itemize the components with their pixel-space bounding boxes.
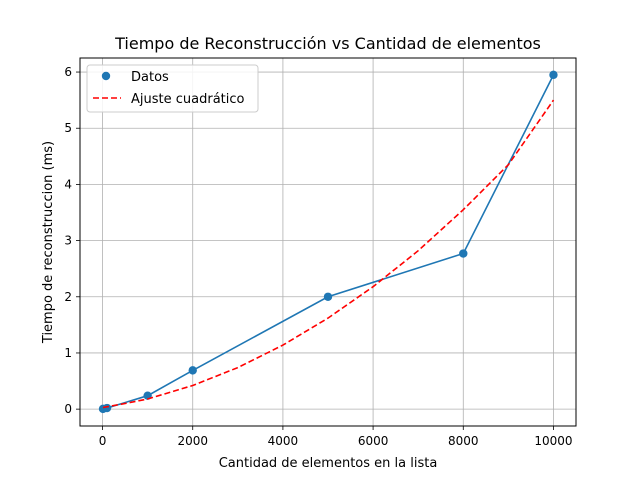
data-point [549,70,558,80]
x-tick-label: 0 [99,434,107,448]
data-point [102,403,112,413]
y-tick-label: 4 [64,177,72,191]
data-point [323,292,333,301]
grid [80,58,576,426]
legend: Datos Ajuste cuadrático [86,64,259,113]
x-tick-label: 10000 [534,434,572,448]
x-tick-label: 4000 [268,434,299,448]
y-tick-label: 3 [64,234,72,248]
x-tick-label: 8000 [448,434,479,448]
x-axis-label: Cantidad de elementos en la lista [219,456,438,471]
legend-marker-datos [101,71,111,81]
y-tick-label: 5 [64,121,72,135]
legend-box [86,64,259,113]
y-tick-label: 6 [64,65,72,79]
legend-label: Datos [131,70,169,85]
y-tick-label: 2 [64,290,72,304]
x-axis-ticks: 0 2000 4000 6000 8000 10000 [99,426,573,448]
y-axis-label: Tiempo de reconstruccion (ms) [41,141,56,344]
y-tick-label: 0 [64,402,72,416]
legend-label: Ajuste cuadrático [131,92,245,107]
series-ajuste-line [102,99,555,409]
chart-title: Tiempo de Reconstrucción vs Cantidad de … [114,34,541,53]
x-tick-label: 6000 [358,434,389,448]
y-tick-label: 1 [64,346,72,360]
series [98,70,558,414]
data-point [188,366,197,375]
plot-frame [79,57,577,427]
y-axis-ticks: 0 1 2 3 4 5 6 [64,65,80,416]
data-point [459,249,468,258]
x-tick-label: 2000 [177,434,208,448]
